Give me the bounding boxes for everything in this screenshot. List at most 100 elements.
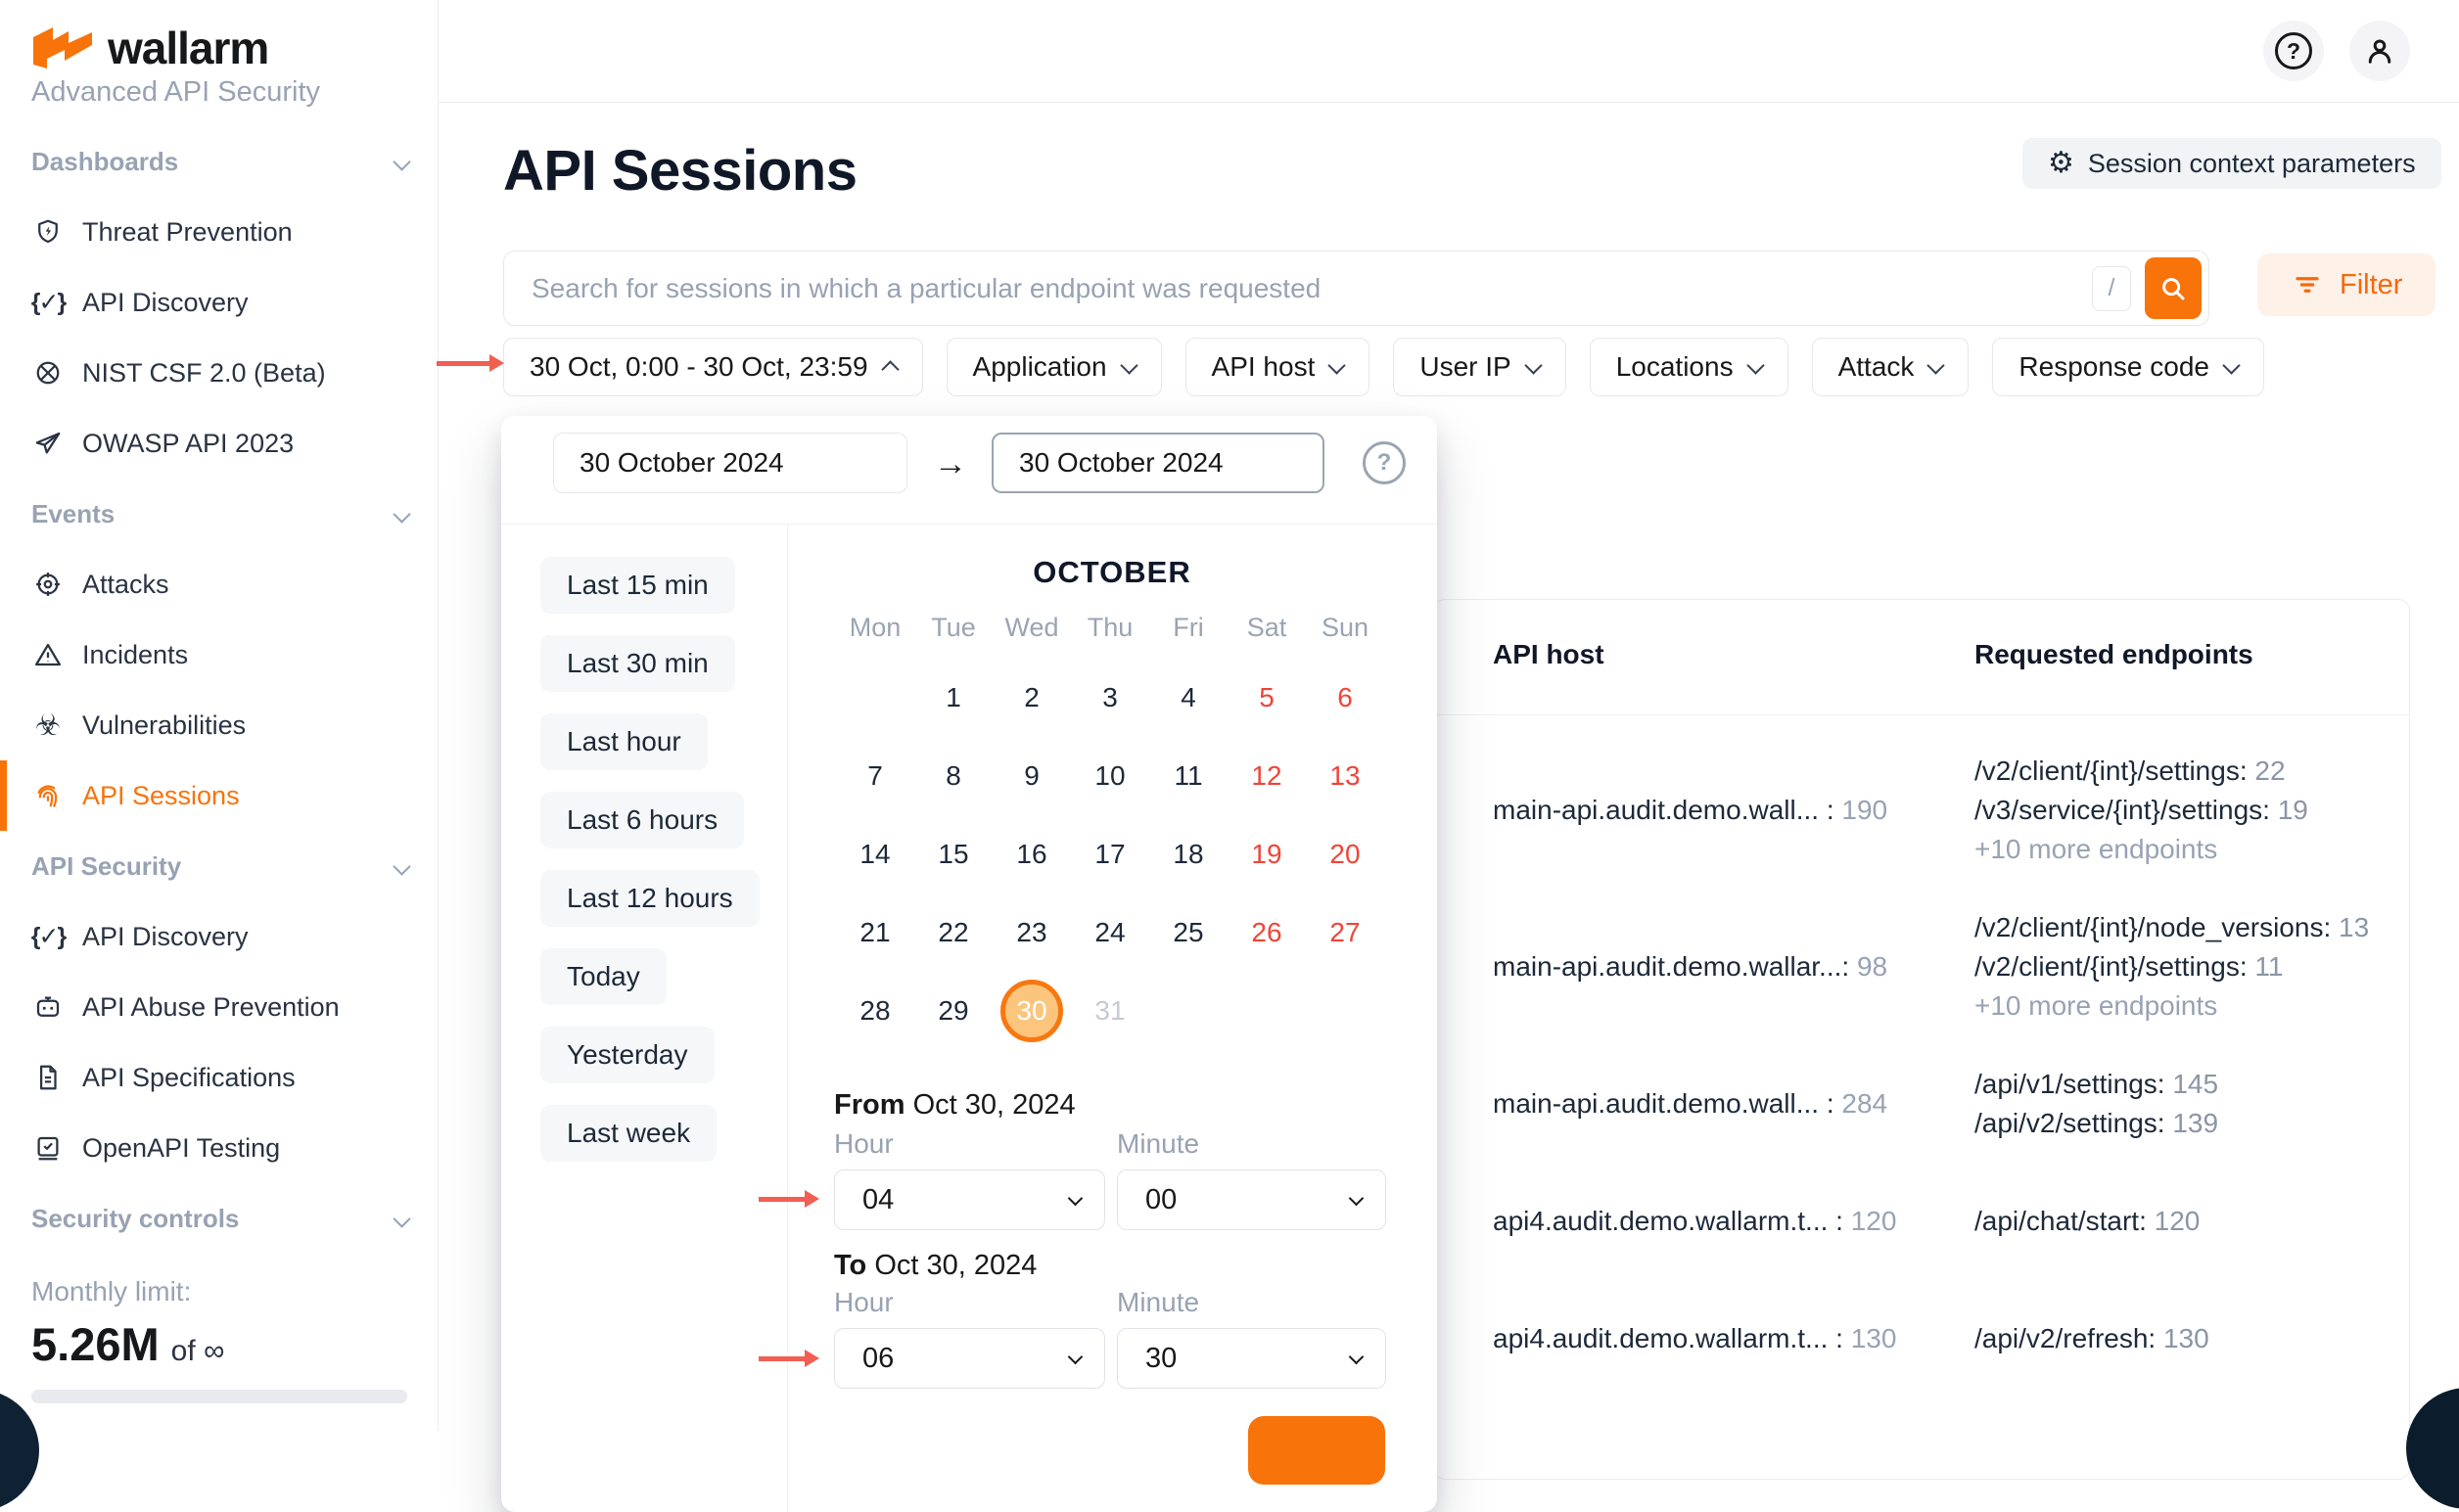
- sidebar-item-owasp-api[interactable]: OWASP API 2023: [0, 408, 438, 479]
- calendar-day[interactable]: 6: [1337, 682, 1353, 712]
- sidebar-item-openapi-testing[interactable]: OpenAPI Testing: [0, 1113, 438, 1183]
- filter-chip[interactable]: Application: [946, 338, 1162, 396]
- apply-button[interactable]: [1248, 1416, 1385, 1485]
- sidebar-item-attacks[interactable]: Attacks: [0, 549, 438, 619]
- calendar-day[interactable]: 10: [1094, 760, 1126, 791]
- from-hour-select[interactable]: 04: [834, 1169, 1105, 1230]
- sidebar-item-api-abuse-prevention[interactable]: API Abuse Prevention: [0, 972, 438, 1042]
- to-hour-select[interactable]: 06: [834, 1328, 1105, 1389]
- calendar-day[interactable]: 12: [1251, 760, 1282, 791]
- more-endpoints-link[interactable]: +10 more endpoints: [1974, 990, 2218, 1021]
- calendar-day[interactable]: 23: [1016, 917, 1047, 947]
- calendar-day[interactable]: 5: [1259, 682, 1275, 712]
- help-circle-icon[interactable]: ?: [1363, 441, 1406, 484]
- filter-chip[interactable]: Attack: [1811, 338, 1970, 396]
- quick-range-button[interactable]: Last 30 min: [540, 635, 735, 692]
- gear-icon: ⚙: [2048, 147, 2074, 179]
- calendar-day[interactable]: 9: [1024, 760, 1040, 791]
- calendar-day[interactable]: 7: [867, 760, 883, 791]
- quick-range-button[interactable]: Yesterday: [540, 1027, 715, 1083]
- to-minute-select[interactable]: 30: [1117, 1328, 1386, 1389]
- table-row-endpoints: /v2/client/{int}/node_versions: 13 /v2/c…: [1974, 908, 2369, 1026]
- chevron-down-icon: [393, 504, 411, 524]
- sidebar-section-events[interactable]: Events: [0, 479, 438, 549]
- table-row-host[interactable]: api4.audit.demo.wallarm.t... : 120: [1493, 1206, 1897, 1236]
- sidebar-item-api-sessions[interactable]: API Sessions: [0, 760, 438, 831]
- quick-range-button[interactable]: Last 15 min: [540, 557, 735, 614]
- quick-ranges: Last 15 min Last 30 min Last hour Last 6…: [540, 557, 760, 1162]
- calendar-day[interactable]: 28: [859, 995, 891, 1026]
- weekday-label: Wed: [1004, 612, 1059, 642]
- calendar-day[interactable]: 15: [938, 839, 969, 869]
- annotation-arrow: [759, 1190, 819, 1208]
- sidebar-item-api-discovery-2[interactable]: {✓} API Discovery: [0, 901, 438, 972]
- user-menu-button[interactable]: [2349, 21, 2410, 81]
- quick-range-button[interactable]: Last week: [540, 1105, 718, 1162]
- calendar-day[interactable]: 11: [1174, 760, 1203, 791]
- to-date-input[interactable]: 30 October 2024: [992, 433, 1324, 493]
- from-date-input[interactable]: 30 October 2024: [553, 433, 907, 493]
- calendar-day[interactable]: 29: [938, 995, 969, 1026]
- help-button[interactable]: ?: [2263, 21, 2324, 81]
- sidebar-item-nist-csf[interactable]: NIST CSF 2.0 (Beta): [0, 338, 438, 408]
- sidebar-item-api-discovery[interactable]: {✓} API Discovery: [0, 267, 438, 338]
- calendar-day[interactable]: 20: [1329, 839, 1361, 869]
- brand-logo[interactable]: wallarm: [31, 22, 269, 74]
- weekday-label: Fri: [1173, 612, 1204, 642]
- filter-button[interactable]: Filter: [2257, 253, 2436, 316]
- quick-range-button[interactable]: Last hour: [540, 713, 708, 770]
- filter-chip[interactable]: User IP: [1393, 338, 1566, 396]
- table-row-host[interactable]: main-api.audit.demo.wall... : 190: [1493, 795, 1888, 825]
- quick-range-button[interactable]: Last 6 hours: [540, 792, 745, 848]
- filter-chips-row: 30 Oct, 0:00 - 30 Oct, 23:59 Application…: [503, 338, 2264, 396]
- calendar-day[interactable]: 8: [946, 760, 961, 791]
- calendar-day[interactable]: 2: [1024, 682, 1040, 712]
- filter-chip[interactable]: Response code: [1992, 338, 2264, 396]
- more-endpoints-link[interactable]: +10 more endpoints: [1974, 834, 2218, 864]
- filter-chip[interactable]: API host: [1184, 338, 1370, 396]
- sidebar-item-incidents[interactable]: Incidents: [0, 619, 438, 690]
- table-row-host[interactable]: main-api.audit.demo.wallar...: 98: [1493, 951, 1888, 982]
- chat-widget-button[interactable]: [2406, 1388, 2459, 1509]
- chevron-down-icon: [1348, 1349, 1365, 1364]
- weekday-label: Tue: [931, 612, 976, 642]
- monthly-limit-progress: [31, 1390, 407, 1403]
- calendar-day[interactable]: 18: [1173, 839, 1204, 869]
- table-row-endpoints: /api/v1/settings: 145 /api/v2/settings: …: [1974, 1069, 2219, 1138]
- search-input[interactable]: [504, 272, 2092, 304]
- calendar-day[interactable]: 3: [1102, 682, 1118, 712]
- sidebar-item-vulnerabilities[interactable]: ☣ Vulnerabilities: [0, 690, 438, 760]
- calendar-day[interactable]: 4: [1181, 682, 1196, 712]
- calendar-day[interactable]: 25: [1173, 917, 1204, 947]
- filter-chip[interactable]: Locations: [1589, 338, 1788, 396]
- quick-range-button[interactable]: Today: [540, 948, 667, 1005]
- calendar-day[interactable]: 19: [1251, 839, 1282, 869]
- sidebar-item-threat-prevention[interactable]: Threat Prevention: [0, 197, 438, 267]
- sidebar-item-api-specifications[interactable]: API Specifications: [0, 1042, 438, 1113]
- session-context-parameters-button[interactable]: ⚙ Session context parameters: [2022, 138, 2441, 189]
- calendar-day[interactable]: 16: [1016, 839, 1047, 869]
- calendar-day[interactable]: 31: [1094, 995, 1126, 1026]
- calendar-day[interactable]: 1: [946, 682, 961, 712]
- calendar-day[interactable]: 22: [938, 917, 969, 947]
- calendar-day[interactable]: 21: [859, 917, 891, 947]
- calendar-day[interactable]: 17: [1094, 839, 1126, 869]
- sidebar-section-api-security[interactable]: API Security: [0, 831, 438, 901]
- calendar-day[interactable]: 27: [1329, 917, 1361, 947]
- table-row-host[interactable]: api4.audit.demo.wallarm.t... : 130: [1493, 1323, 1897, 1353]
- calendar-day[interactable]: 14: [859, 839, 891, 869]
- calendar-day[interactable]: 30: [993, 972, 1071, 1050]
- calendar-day[interactable]: 26: [1251, 917, 1282, 947]
- quick-range-button[interactable]: Last 12 hours: [540, 870, 760, 927]
- table-row-host[interactable]: main-api.audit.demo.wall... : 284: [1493, 1088, 1888, 1119]
- calendar-day[interactable]: 13: [1329, 760, 1361, 791]
- shield-zap-icon: [31, 215, 65, 249]
- from-minute-select[interactable]: 00: [1117, 1169, 1386, 1230]
- date-range-chip[interactable]: 30 Oct, 0:00 - 30 Oct, 23:59: [503, 338, 923, 396]
- calendar-day[interactable]: 24: [1094, 917, 1126, 947]
- biohazard-icon: ☣: [34, 709, 62, 742]
- sidebar-section-dashboards[interactable]: Dashboards: [0, 126, 438, 197]
- table-row-endpoints: /api/chat/start: 120: [1974, 1206, 2201, 1236]
- sidebar-section-security-controls[interactable]: Security controls: [0, 1183, 438, 1254]
- search-button[interactable]: [2145, 257, 2202, 319]
